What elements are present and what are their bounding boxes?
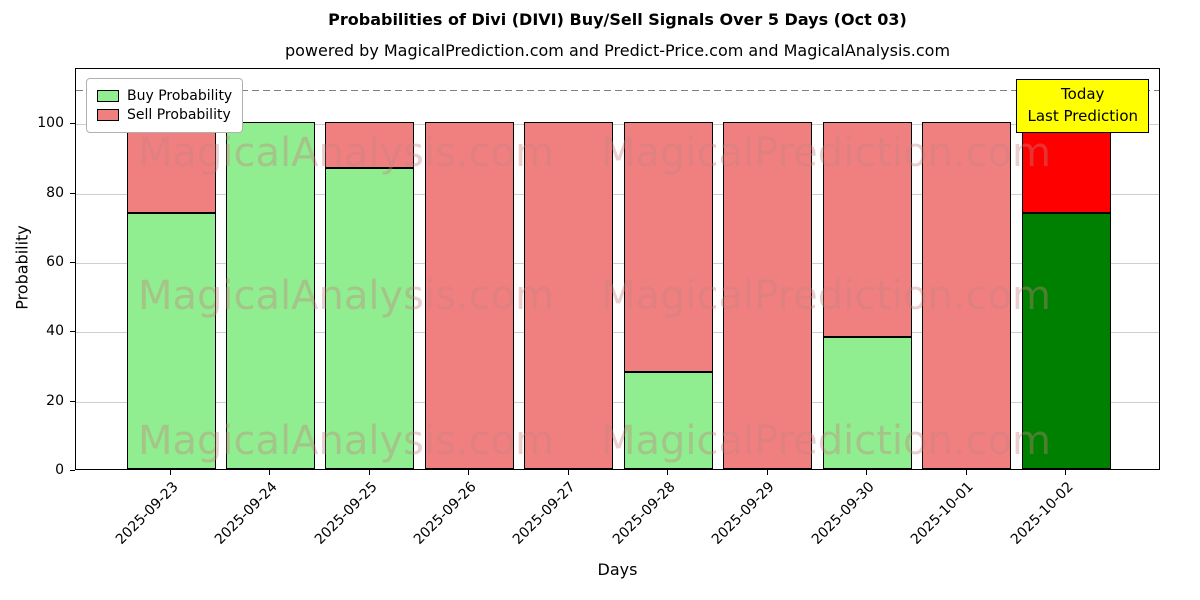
y-axis-label: Probability [12, 225, 32, 310]
x-tick-mark [667, 470, 669, 475]
y-tick-mark [70, 470, 75, 471]
x-tick-mark [1065, 470, 1066, 475]
x-tick-mark [170, 470, 171, 475]
bar-2025-09-30 [822, 67, 912, 469]
x-axis-label: Days [597, 560, 638, 579]
x-tick-mark [766, 470, 768, 475]
plot-area: MagicalAnalysis.com MagicalPrediction.com… [75, 68, 1160, 470]
y-tick-label: 0 [55, 462, 64, 478]
y-tick-mark [70, 400, 75, 402]
bar-2025-09-25 [325, 67, 415, 469]
gridline [76, 263, 1159, 265]
legend-item-sell: Sell Probability [97, 107, 232, 123]
annotation-line-1: Today [1061, 85, 1105, 103]
y-tick-mark [70, 123, 75, 125]
x-tick-label: 2025-10-01 [908, 479, 977, 548]
bar-2025-10-01 [922, 67, 1012, 469]
sell-segment [623, 122, 713, 372]
buy-segment [1021, 212, 1111, 469]
y-tick-label: 80 [46, 184, 64, 201]
bar-2025-09-24 [225, 67, 315, 469]
sell-segment [424, 122, 514, 469]
y-tick-label: 60 [46, 254, 64, 271]
annotation-line-2: Last Prediction [1027, 106, 1138, 125]
sell-segment [325, 122, 415, 168]
sell-legend-swatch [97, 109, 119, 121]
y-tick-mark [70, 262, 75, 264]
buy-segment [325, 167, 415, 469]
x-tick-mark [567, 470, 569, 475]
y-tick-label: 100 [37, 115, 64, 132]
x-tick-mark [269, 470, 271, 475]
bar-2025-09-27 [524, 67, 614, 469]
buy-segment [126, 212, 216, 469]
x-tick-mark [468, 470, 470, 475]
chart-title: Probabilities of Divi (DIVI) Buy/Sell Si… [328, 10, 907, 29]
sell-segment [723, 122, 813, 469]
x-tick-mark [965, 470, 967, 475]
bars-layer [76, 69, 1159, 469]
gridline [76, 124, 1159, 126]
gridline [76, 193, 1159, 195]
gridlines [76, 69, 1159, 469]
y-tick-mark [70, 192, 75, 194]
threshold-dashed-line [76, 89, 1159, 92]
gridline [76, 332, 1159, 334]
buy-legend-label: Buy Probability [127, 88, 233, 104]
sell-segment [524, 122, 614, 469]
y-tick-label: 20 [46, 392, 64, 409]
sell-segment [1021, 122, 1111, 213]
x-tick-label: 2025-09-24 [211, 479, 281, 548]
x-tick-label: 2025-09-28 [609, 479, 679, 548]
legend: Buy Probability Sell Probability [86, 78, 244, 133]
legend-item-buy: Buy Probability [97, 88, 232, 104]
bar-2025-09-29 [723, 67, 813, 469]
sell-segment [922, 122, 1012, 469]
gridline [76, 401, 1159, 403]
bar-2025-09-28 [623, 67, 713, 469]
buy-legend-swatch [97, 90, 119, 102]
x-tick-mark [866, 470, 868, 475]
bar-2025-09-26 [424, 67, 514, 469]
x-tick-label: 2025-09-23 [112, 479, 182, 548]
bar-2025-09-23 [126, 67, 216, 469]
today-annotation-box: Today Last Prediction [1016, 79, 1149, 133]
buy-segment [623, 371, 713, 469]
chart-subtitle: powered by MagicalPrediction.com and Pre… [284, 41, 951, 60]
bar-2025-10-02 [1021, 67, 1111, 469]
sell-legend-label: Sell Probability [127, 107, 231, 123]
x-tick-label: 2025-09-27 [510, 479, 580, 548]
sell-segment [126, 122, 216, 213]
buy-segment [822, 337, 912, 469]
y-tick-mark [70, 331, 75, 333]
sell-segment [822, 122, 912, 338]
x-tick-label: 2025-09-25 [311, 479, 381, 548]
x-tick-mark [368, 470, 370, 475]
y-tick-label: 40 [46, 323, 64, 340]
buy-segment [225, 122, 315, 469]
x-tick-label: 2025-09-26 [410, 479, 480, 548]
x-tick-label: 2025-09-29 [709, 479, 778, 548]
x-tick-label: 2025-10-02 [1007, 479, 1077, 548]
x-tick-label: 2025-09-30 [808, 479, 878, 548]
